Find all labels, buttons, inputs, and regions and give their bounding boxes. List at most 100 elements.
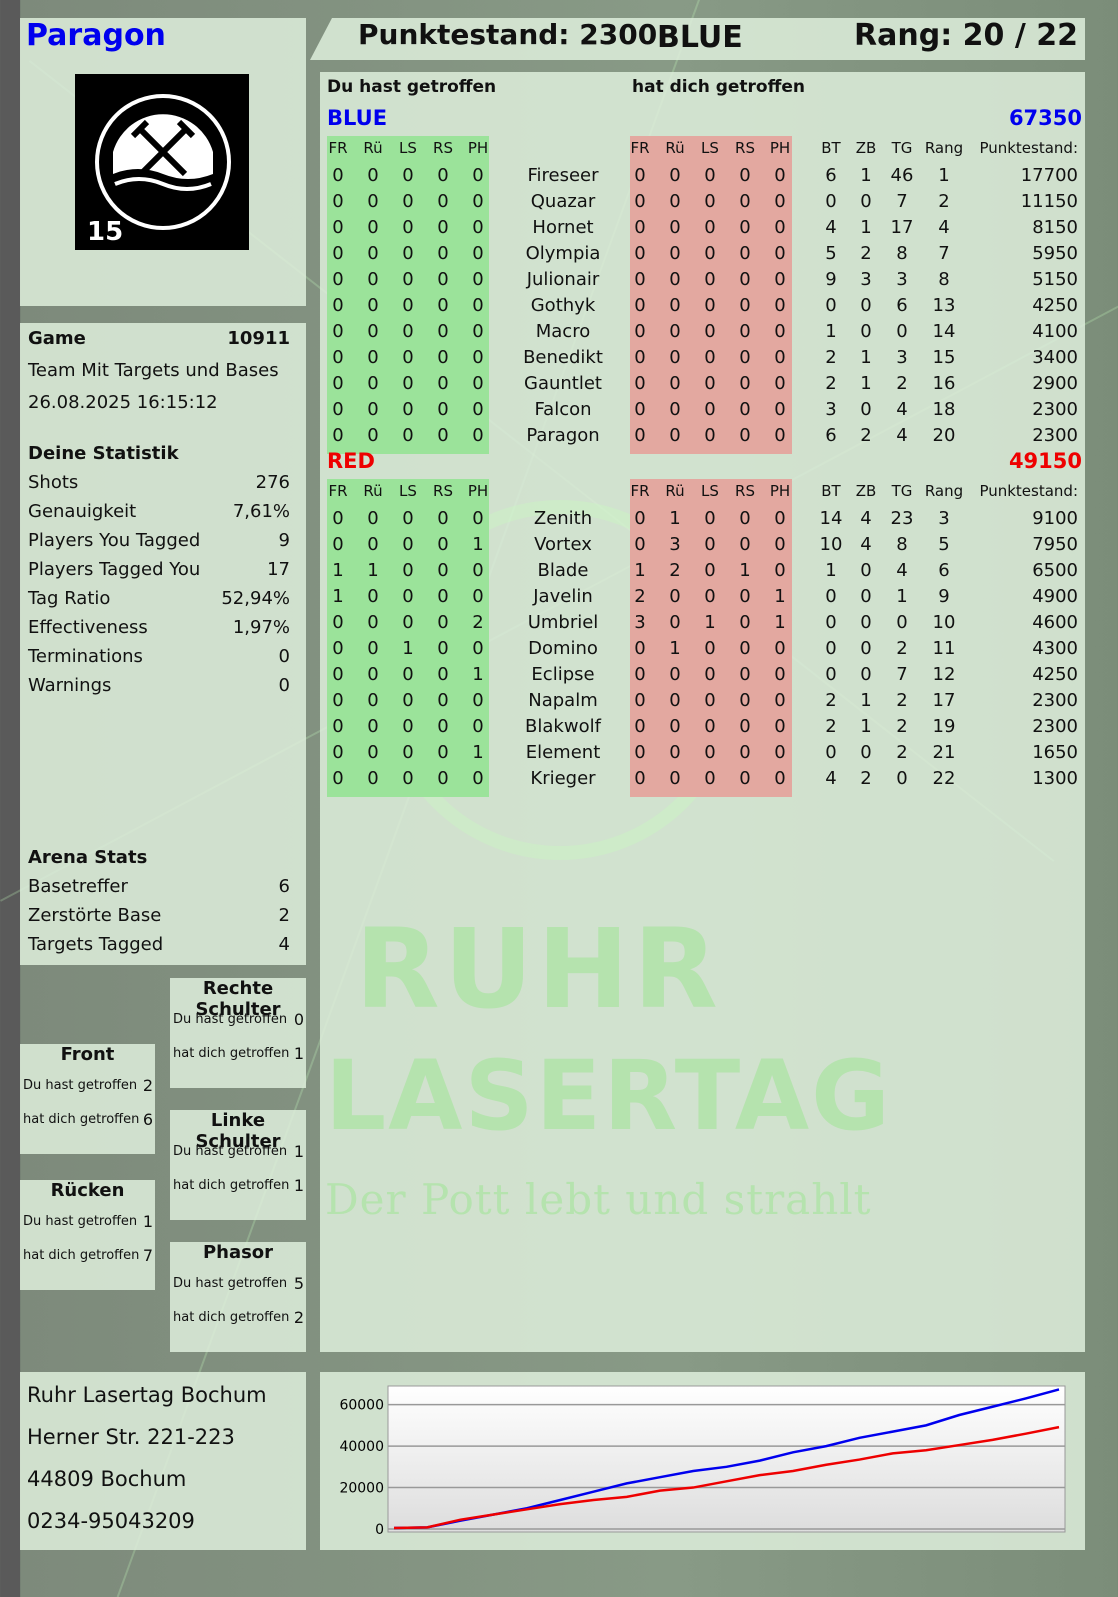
cell-value: 0 [634,217,646,238]
player-rank: Rang: 20 / 22 [854,18,1078,53]
cell-value: 17700 [1020,165,1078,186]
cell-value: 0 [367,373,379,394]
cell-value: 17 [932,690,956,711]
address-line: Ruhr Lasertag Bochum [27,1383,267,1407]
cell-value: 3 [860,269,872,290]
cell-value: 0 [332,373,344,394]
cell-value: 1 [704,612,716,633]
arena-row: Basetreffer 6 [28,876,290,897]
player-score: Punktestand: 2300 [358,18,658,51]
arena-value: 2 [278,905,290,926]
hit-column-bg [327,136,489,454]
cell-value: 0 [402,768,414,789]
cell-value: 2300 [1032,690,1078,711]
cell-value: 0 [402,560,414,581]
table-row: 0 0 0 0 0 Zenith 0 1 0 0 0 14 4 23 3 9100 [0,508,1118,534]
arena-value: 4 [278,934,290,955]
cell-value: 4250 [1032,664,1078,685]
cell-value: 0 [437,243,449,264]
cell-value: 0 [332,612,344,633]
zone-hit-label: Du hast getroffen [173,1144,288,1159]
cell-value: 0 [332,716,344,737]
table-row: 0 0 0 0 0 Macro 0 0 0 0 0 1 0 0 14 4100 [0,321,1118,347]
column-header: Rü [363,482,383,500]
cell-value: 0 [669,768,681,789]
cell-value: 0 [825,295,837,316]
zone-got-value: 6 [142,1110,153,1129]
zone-box: Phasor Du hast getroffen 5 hat dich getroff… [170,1242,306,1352]
cell-value: 12 [932,664,956,685]
cell-value: 3 [896,269,908,290]
cell-value: 0 [472,508,484,529]
cell-value: 0 [367,399,379,420]
cell-value: 0 [704,399,716,420]
cell-value: 0 [896,321,908,342]
cell-value: 0 [774,373,786,394]
cell-value: 0 [774,321,786,342]
cell-value: 4 [938,217,950,238]
cell-value: 0 [739,664,751,685]
cell-value: 1 [860,217,872,238]
column-header: TG [891,482,913,500]
cell-value: 0 [437,586,449,607]
cell-value: 0 [472,269,484,290]
column-header: LS [701,482,719,500]
cell-value: 0 [860,321,872,342]
player-name: Zenith [533,508,593,529]
cell-value: 0 [634,690,646,711]
cell-value: 0 [472,716,484,737]
cell-value: 0 [472,586,484,607]
cell-value: 2 [634,586,646,607]
player-name: Blade [537,560,589,581]
column-header: RS [433,139,453,157]
cell-value: 2 [896,716,908,737]
cell-value: 0 [634,295,646,316]
cell-value: 0 [332,742,344,763]
cell-value: 8 [896,534,908,555]
cell-value: 0 [860,664,872,685]
stat-label: Tag Ratio [28,588,111,609]
stats-panel [20,323,306,965]
hit-you-heading: hat dich getroffen [632,77,806,97]
cell-value: 0 [367,425,379,446]
column-header: FR [328,139,348,157]
cell-value: 0 [367,716,379,737]
stat-value: 0 [278,646,290,667]
cell-value: 2900 [1032,373,1078,394]
cell-value: 0 [402,347,414,368]
column-header: FR [630,482,650,500]
cell-value: 5 [938,534,950,555]
cell-value: 1 [669,508,681,529]
cell-value: 0 [634,742,646,763]
stat-value: 9 [278,530,290,551]
arena-row: Zerstörte Base 2 [28,905,290,926]
cell-value: 0 [402,742,414,763]
cell-value: 0 [437,638,449,659]
zone-hit-value: 1 [293,1142,304,1161]
table-row: 0 0 0 0 0 Julionair 0 0 0 0 0 9 3 3 8 5150 [0,269,1118,295]
player-name: Gothyk [530,295,596,316]
cell-value: 3400 [1032,347,1078,368]
cell-value: 0 [669,217,681,238]
zone-box: Rechte Schulter Du hast getroffen 0 hat dic… [170,978,306,1088]
got-column-bg [630,479,792,797]
cell-value: 0 [367,664,379,685]
cell-value: 1300 [1032,768,1078,789]
cell-value: 1 [896,586,908,607]
cell-value: 0 [367,742,379,763]
cell-value: 3 [669,534,681,555]
cell-value: 2 [896,373,908,394]
cell-value: 1 [634,560,646,581]
cell-value: 20 [932,425,956,446]
cell-value: 0 [704,586,716,607]
cell-value: 0 [669,295,681,316]
cell-value: 0 [669,586,681,607]
table-row: 0 0 0 0 2 Umbriel 3 0 1 0 1 0 0 0 10 4600 [0,612,1118,638]
cell-value: 0 [704,191,716,212]
cell-value: 4300 [1032,638,1078,659]
cell-value: 0 [332,638,344,659]
address-panel [20,1372,306,1550]
table-row: 1 1 0 0 0 Blade 1 2 0 1 0 1 0 4 6 6500 [0,560,1118,586]
player-name: Gauntlet [524,373,602,394]
cell-value: 6 [825,165,837,186]
